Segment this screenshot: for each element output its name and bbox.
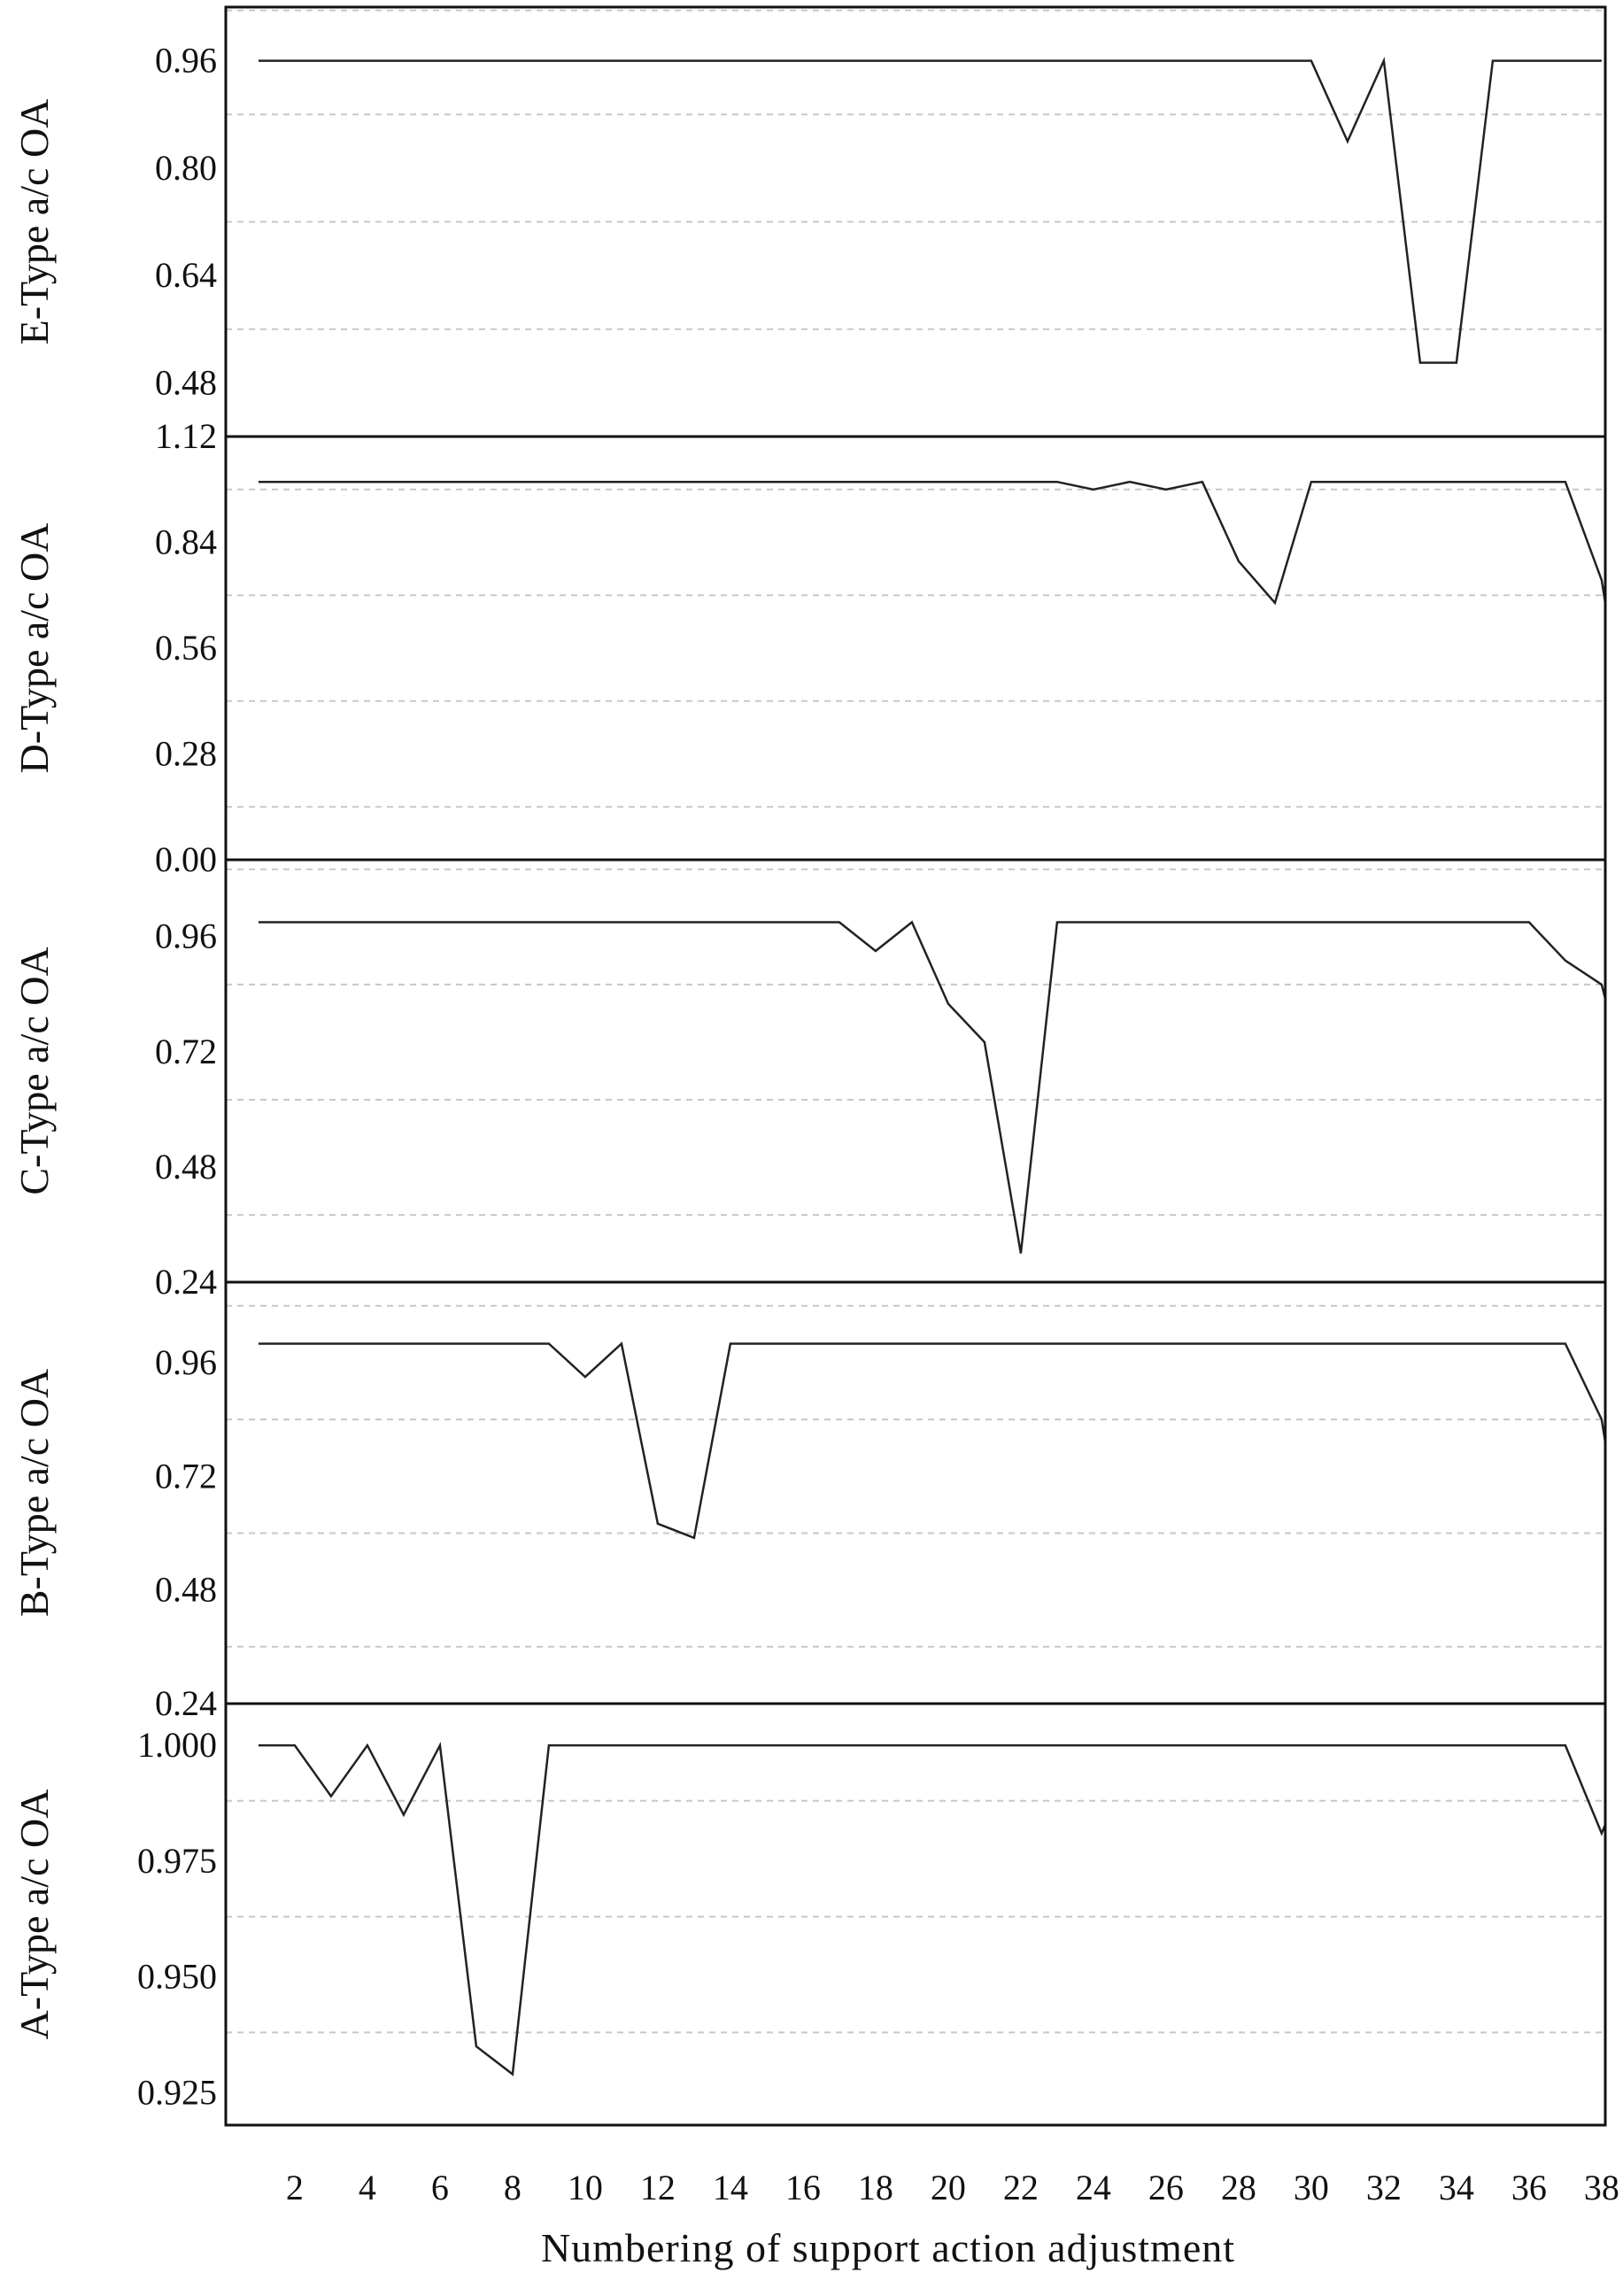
x-tick-label: 34 [1439, 2168, 1474, 2207]
x-tick-label: 22 [1003, 2168, 1039, 2207]
y-tick-label: 0.48 [155, 1147, 217, 1187]
x-tick-label: 28 [1221, 2168, 1256, 2207]
panel-5: 1.000 0.975 0.950 0.925 A-Type a/c OA [12, 1725, 1605, 2112]
panel-1: 0.96 0.80 0.64 0.48 E-Type a/c OA [12, 9, 1605, 402]
y-axis-label: D-Type a/c OA [12, 523, 57, 774]
x-tick-label: 16 [785, 2168, 821, 2207]
chart-frame [224, 5, 1607, 2127]
x-tick-label: 4 [359, 2168, 376, 2207]
y-tick-label: 0.48 [155, 1570, 217, 1610]
y-tick-label: 0.24 [155, 1262, 217, 1302]
y-axis-label: A-Type a/c OA [12, 1790, 57, 2040]
y-axis-label: E-Type a/c OA [12, 99, 57, 345]
x-tick-label: 14 [713, 2168, 748, 2207]
x-tick-label: 24 [1076, 2168, 1111, 2207]
y-tick-label: 0.48 [155, 362, 217, 402]
y-tick-label: 0.00 [155, 839, 217, 879]
series-line [258, 56, 1602, 364]
x-axis: 2 4 6 8 10 12 14 16 18 20 22 24 26 28 30 32 34 36 38 [286, 2168, 1619, 2207]
y-tick-label: 0.96 [155, 916, 217, 956]
y-tick-label: 1.000 [137, 1725, 217, 1765]
series-line [258, 1341, 1605, 1540]
y-tick-label: 0.72 [155, 1456, 217, 1496]
x-tick-label: 12 [640, 2168, 676, 2207]
x-tick-label: 26 [1148, 2168, 1184, 2207]
x-tick-label: 6 [431, 2168, 449, 2207]
y-tick-label: 0.28 [155, 734, 217, 774]
x-tick-label: 20 [931, 2168, 966, 2207]
series-line [258, 480, 1605, 611]
panel-3: 0.96 0.72 0.48 0.24 C-Type a/c OA [12, 868, 1605, 1302]
y-tick-label: 0.24 [155, 1683, 217, 1723]
panel-4: 0.96 0.72 0.48 0.24 B-Type a/c OA [12, 1304, 1605, 1723]
y-axis-label: B-Type a/c OA [12, 1369, 57, 1617]
x-tick-label: 8 [504, 2168, 522, 2207]
x-tick-label: 18 [858, 2168, 893, 2207]
y-tick-label: 0.925 [137, 2072, 217, 2112]
x-tick-label: 32 [1366, 2168, 1402, 2207]
series-line [258, 1741, 1605, 2076]
y-tick-label: 0.64 [155, 255, 217, 295]
y-tick-label: 0.96 [155, 41, 217, 81]
y-tick-label: 0.72 [155, 1032, 217, 1071]
series-line [258, 920, 1605, 1254]
y-tick-label: 1.12 [155, 416, 217, 456]
x-axis-label: Numbering of support action adjustment [541, 2225, 1235, 2270]
chart-panels: 0.96 0.80 0.64 0.48 E-Type a/c OA 1.12 0.84 0.5… [12, 9, 1605, 2112]
y-tick-label: 0.84 [155, 522, 217, 562]
y-tick-label: 0.56 [155, 628, 217, 668]
x-tick-label: 30 [1294, 2168, 1329, 2207]
y-tick-label: 0.950 [137, 1957, 217, 1997]
x-tick-label: 38 [1584, 2168, 1619, 2207]
x-tick-label: 10 [568, 2168, 603, 2207]
y-tick-label: 0.975 [137, 1841, 217, 1881]
y-tick-label: 0.96 [155, 1342, 217, 1382]
panel-2: 1.12 0.84 0.56 0.28 0.00 D-Type a/c OA [12, 416, 1605, 879]
x-tick-label: 36 [1511, 2168, 1547, 2207]
y-tick-label: 0.80 [155, 148, 217, 188]
plot-frame [224, 5, 1607, 2127]
y-axis-label: C-Type a/c OA [12, 947, 57, 1194]
x-tick-label: 2 [286, 2168, 304, 2207]
